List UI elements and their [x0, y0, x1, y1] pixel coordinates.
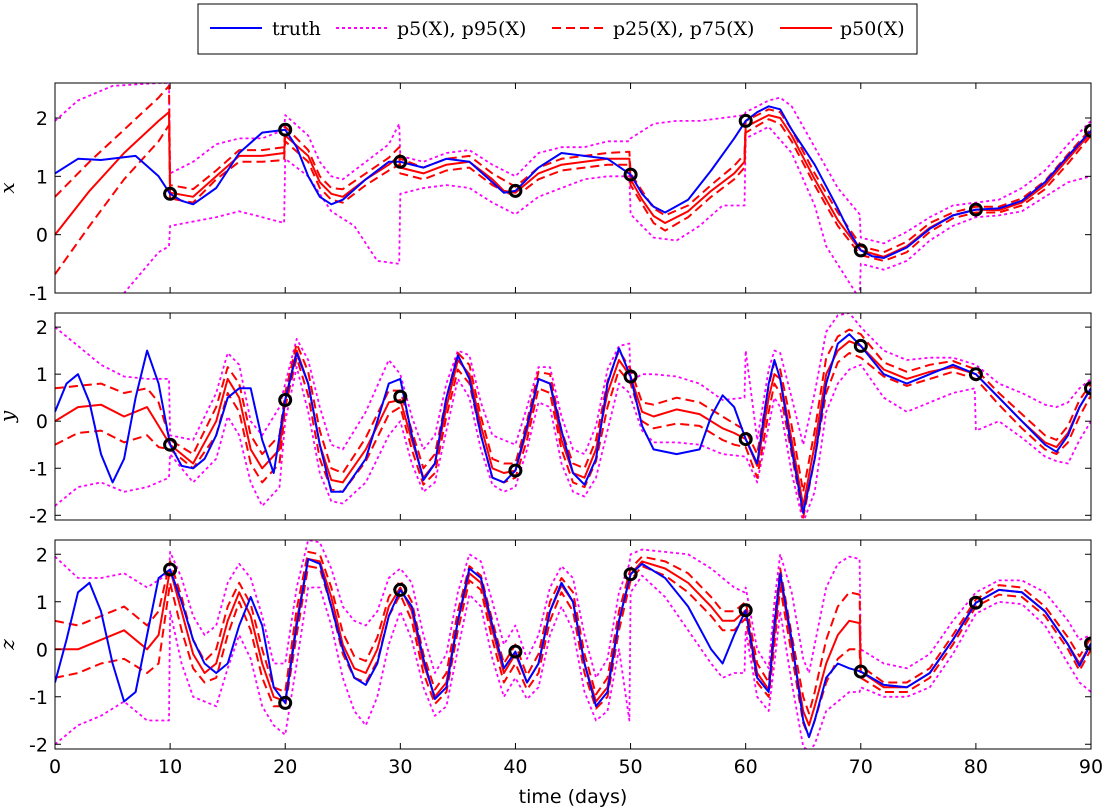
observation-marker	[738, 603, 753, 618]
y-axis-label-x: x	[0, 182, 19, 193]
observation-marker	[508, 183, 523, 198]
observation-marker	[393, 582, 408, 597]
series-p25-y	[55, 352, 1091, 519]
y-tick-label: 0	[36, 639, 48, 661]
y-tick-label: -1	[29, 458, 48, 480]
observation-marker	[853, 338, 868, 353]
x-axis-label: time (days)	[519, 786, 628, 808]
panels: -1 0 1 2 x -2 -1 0 1 2 y 0 10 20 30 40 50 60 70 80 90 -2 -1 0 1 2…	[0, 82, 1103, 778]
series-truth-x	[55, 105, 1091, 259]
observation-marker	[853, 664, 868, 679]
observation-marker	[968, 202, 983, 217]
observation-marker	[1084, 123, 1091, 138]
series-group-z	[55, 540, 1091, 749]
series-p25-x	[55, 118, 1091, 275]
y-tick-label: -1	[29, 283, 48, 305]
y-tick-label: 2	[36, 108, 48, 130]
y-tick-label: -2	[29, 734, 48, 756]
axes-frame-y	[54, 312, 1092, 521]
observation-marker	[853, 243, 868, 258]
observation-marker	[163, 562, 178, 577]
legend: truth p5(X), p95(X) p25(X), p75(X) p50(X…	[197, 3, 918, 55]
x-tick-label: 10	[158, 756, 182, 778]
observation-marker	[623, 167, 638, 182]
y-tick-label: 2	[36, 544, 48, 566]
legend-label-p50: p50(X)	[840, 18, 905, 40]
y-tick-label: -2	[29, 505, 48, 527]
panel-x: -1 0 1 2 x	[0, 82, 1092, 305]
axes-frame-z	[54, 539, 1092, 750]
plot-area-y	[55, 313, 1091, 520]
legend-label-truth: truth	[272, 18, 321, 40]
x-tick-label: 80	[964, 756, 988, 778]
observation-marker	[738, 113, 753, 128]
panel-y: -2 -1 0 1 2 y	[0, 312, 1092, 527]
series-p25-z	[55, 565, 1091, 739]
series-group-y	[55, 313, 1091, 520]
y-tick-label: -1	[29, 687, 48, 709]
x-tick-label: 30	[388, 756, 412, 778]
legend-label-p5-95: p5(X), p95(X)	[397, 18, 526, 40]
y-tick-label: 1	[36, 166, 48, 188]
observation-marker	[623, 567, 638, 582]
panel-z: 0 10 20 30 40 50 60 70 80 90 -2 -1 0 1 2 z	[0, 539, 1103, 778]
observation-marker	[508, 463, 523, 478]
x-tick-label: 70	[849, 756, 873, 778]
observation-marker	[1084, 381, 1091, 396]
observation-marker	[278, 393, 293, 407]
observation-marker	[393, 154, 408, 169]
y-axis-label-z: z	[0, 639, 19, 651]
y-tick-label: 0	[36, 225, 48, 247]
observation-marker	[278, 695, 293, 710]
x-tick-label: 50	[618, 756, 642, 778]
series-p95-x	[55, 83, 1091, 245]
plot-area-z	[55, 540, 1091, 749]
y-tick-label: 2	[36, 317, 48, 339]
observation-marker	[968, 367, 983, 382]
y-axis-label-y: y	[0, 410, 19, 423]
axes-frame-x	[54, 82, 1092, 294]
observation-marker	[393, 389, 408, 404]
legend-label-p25-75: p25(X), p75(X)	[613, 18, 754, 40]
plot-area-x	[55, 83, 1091, 293]
x-tick-label: 90	[1079, 756, 1103, 778]
series-truth-z	[55, 558, 1091, 739]
y-tick-label: 1	[36, 592, 48, 614]
series-p50-x	[55, 111, 1091, 258]
series-group-x	[55, 83, 1091, 293]
observation-marker	[1084, 636, 1091, 651]
x-tick-label: 60	[734, 756, 758, 778]
observation-marker	[163, 437, 178, 452]
x-tick-label: 20	[273, 756, 297, 778]
y-tick-label: 0	[36, 411, 48, 433]
x-tick-label: 0	[49, 756, 61, 778]
series-p95-z	[55, 540, 1091, 679]
observation-marker	[508, 644, 523, 659]
observation-marker	[968, 595, 983, 610]
observation-marker	[623, 369, 638, 384]
series-p95-y	[55, 313, 1091, 455]
observation-marker	[278, 122, 293, 137]
x-tick-label: 40	[503, 756, 527, 778]
observation-marker	[163, 186, 178, 201]
series-p5-y	[55, 363, 1091, 520]
series-truth-y	[55, 333, 1091, 514]
y-tick-label: 1	[36, 364, 48, 386]
observation-marker	[738, 432, 753, 447]
